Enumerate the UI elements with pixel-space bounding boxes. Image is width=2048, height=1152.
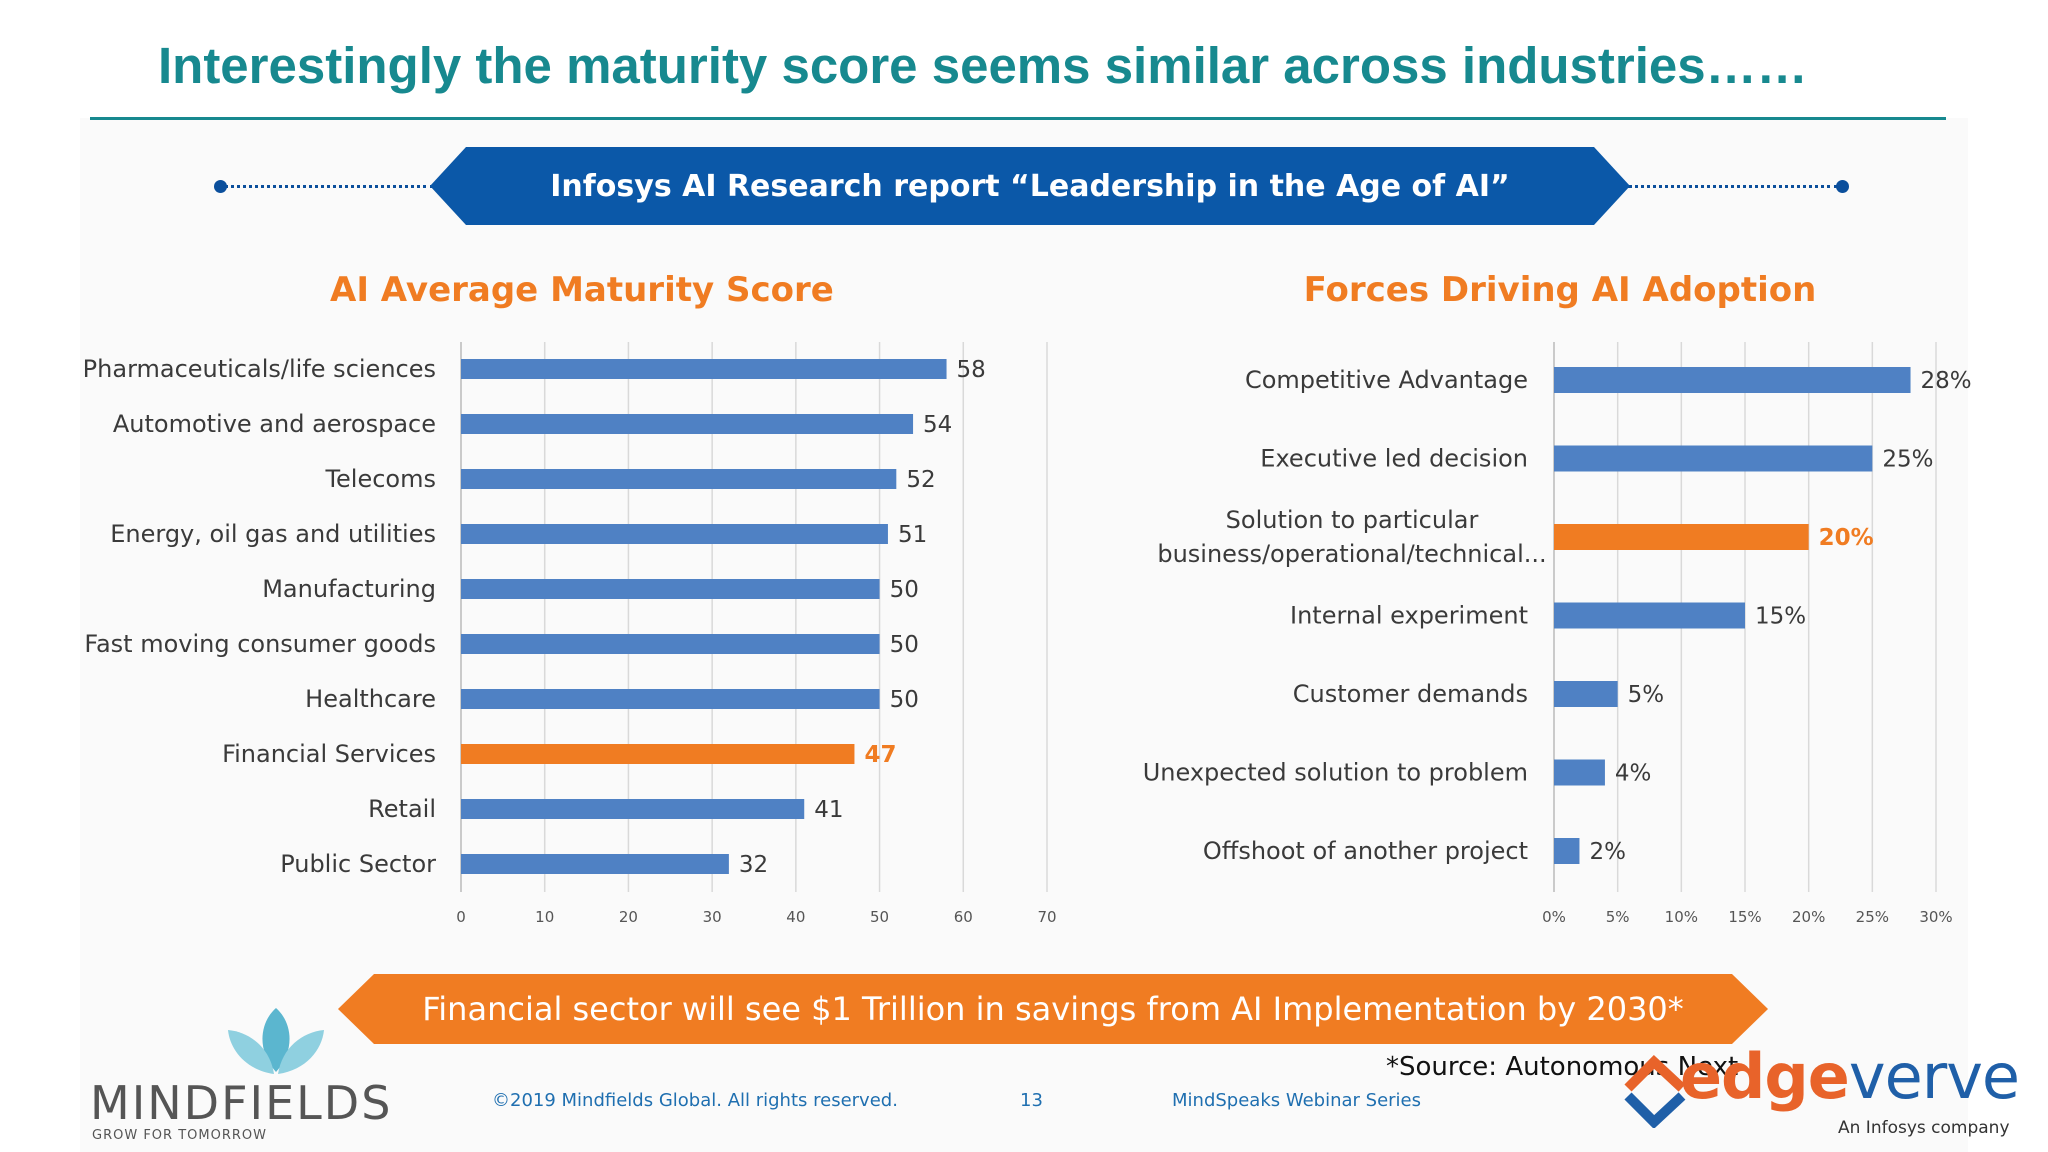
category-label: Unexpected solution to problem — [1143, 759, 1528, 787]
edgeverve-tagline: An Infosys company — [1838, 1118, 2010, 1138]
bar — [461, 689, 880, 709]
bar-value-label: 50 — [890, 577, 919, 603]
edgeverve-logo: edgeverve An Infosys company — [1620, 1040, 2020, 1145]
bar — [461, 799, 805, 819]
dot-left-icon — [214, 180, 227, 193]
bar-value-label: 51 — [898, 522, 927, 548]
bar-value-label: 47 — [864, 742, 896, 768]
bar — [1554, 759, 1605, 786]
x-tick-label: 15% — [1728, 908, 1761, 926]
category-label: Manufacturing — [262, 575, 436, 603]
footer-page-number: 13 — [1020, 1090, 1043, 1111]
bar — [461, 524, 888, 544]
bar — [461, 744, 855, 764]
bar-value-label: 50 — [890, 632, 919, 658]
x-tick-label: 25% — [1856, 908, 1889, 926]
bar-value-label: 32 — [739, 852, 768, 878]
bar-value-label: 41 — [814, 797, 843, 823]
x-tick-label: 70 — [1037, 908, 1056, 926]
category-label: Automotive and aerospace — [113, 410, 436, 438]
x-tick-label: 20% — [1792, 908, 1825, 926]
category-label: Offshoot of another project — [1203, 837, 1528, 865]
title-underline — [90, 117, 1946, 120]
x-tick-label: 40 — [786, 908, 805, 926]
bar-value-label: 20% — [1819, 525, 1874, 551]
x-tick-label: 10% — [1665, 908, 1698, 926]
bar-value-label: 54 — [923, 412, 952, 438]
bar — [461, 359, 947, 379]
bar-value-label: 28% — [1921, 368, 1972, 394]
adoption-chart-title: Forces Driving AI Adoption — [1303, 270, 1817, 310]
maturity-chart-title: AI Average Maturity Score — [330, 270, 834, 310]
category-label: Retail — [368, 795, 436, 823]
category-label: Customer demands — [1293, 680, 1528, 708]
bar-value-label: 25% — [1882, 447, 1933, 473]
slide-title: Interestingly the maturity score seems s… — [158, 37, 1808, 94]
source-note: *Source: Autonomous Next — [1386, 1052, 1739, 1082]
category-label: business/operational/technical... — [1157, 540, 1546, 568]
edgeverve-e-icon — [1624, 1055, 1686, 1128]
dotted-connector-right — [1628, 185, 1838, 188]
bar — [461, 469, 897, 489]
bar-value-label: 52 — [906, 467, 935, 493]
category-label: Healthcare — [305, 685, 436, 713]
savings-banner: Financial sector will see $1 Trillion in… — [338, 974, 1768, 1044]
category-label: Fast moving consumer goods — [84, 630, 436, 658]
adoption-forces-chart: 0% 5% 10% 15% 20% 25% 30% 28% Competitive Advant… — [1143, 342, 1972, 926]
mindfields-logo: MINDFIELDS GROW FOR TOMORROW — [86, 1000, 426, 1143]
bar-value-label: 4% — [1615, 761, 1652, 787]
footer-copyright: ©2019 Mindfields Global. All rights rese… — [492, 1090, 898, 1111]
mindfields-tagline: GROW FOR TOMORROW — [92, 1128, 267, 1143]
x-tick-label: 30 — [703, 908, 722, 926]
bar-value-label: 15% — [1755, 604, 1806, 630]
bar-value-label: 58 — [957, 357, 986, 383]
bar — [1554, 838, 1580, 864]
maturity-score-chart: 0 10 20 30 40 50 60 70 58 Pharmaceuticals/life sc… — [83, 342, 1057, 926]
x-tick-label: 60 — [954, 908, 973, 926]
x-tick-label: 30% — [1919, 908, 1952, 926]
category-label: Telecoms — [324, 465, 436, 493]
category-label: Competitive Advantage — [1245, 366, 1528, 394]
category-label: Pharmaceuticals/life sciences — [83, 355, 436, 383]
x-tick-label: 20 — [619, 908, 638, 926]
x-tick-label: 50 — [870, 908, 889, 926]
bar — [461, 579, 880, 599]
lotus-icon — [228, 1008, 324, 1074]
category-label: Financial Services — [222, 740, 436, 768]
x-tick-label: 10 — [535, 908, 554, 926]
bar — [461, 414, 914, 434]
bar-value-label: 2% — [1589, 839, 1626, 865]
bar — [1554, 602, 1745, 629]
bar — [461, 634, 880, 654]
dot-right-icon — [1836, 180, 1849, 193]
bar — [1554, 524, 1809, 550]
x-tick-label: 5% — [1606, 908, 1630, 926]
edgeverve-word-edge: edge — [1680, 1040, 1850, 1113]
bar — [1554, 681, 1618, 707]
mindfields-wordmark: MINDFIELDS — [90, 1076, 393, 1130]
dotted-connector-left — [224, 185, 434, 188]
bar — [1554, 367, 1911, 393]
bar — [1554, 445, 1873, 472]
research-report-banner: Infosys AI Research report “Leadership i… — [430, 147, 1630, 225]
x-tick-label: 0% — [1542, 908, 1566, 926]
category-label: Solution to particular — [1226, 506, 1479, 534]
category-label: Energy, oil gas and utilities — [110, 520, 436, 548]
bar — [461, 854, 729, 874]
category-label: Internal experiment — [1290, 602, 1528, 630]
footer-series: MindSpeaks Webinar Series — [1172, 1090, 1422, 1111]
bar-value-label: 5% — [1628, 682, 1665, 708]
category-label: Executive led decision — [1260, 445, 1528, 473]
x-tick-label: 0 — [456, 908, 466, 926]
bar-value-label: 50 — [890, 687, 919, 713]
edgeverve-word-verve: verve — [1848, 1040, 2020, 1113]
category-label: Public Sector — [280, 850, 436, 878]
edgeverve-wordmark: edgeverve — [1680, 1040, 2020, 1113]
